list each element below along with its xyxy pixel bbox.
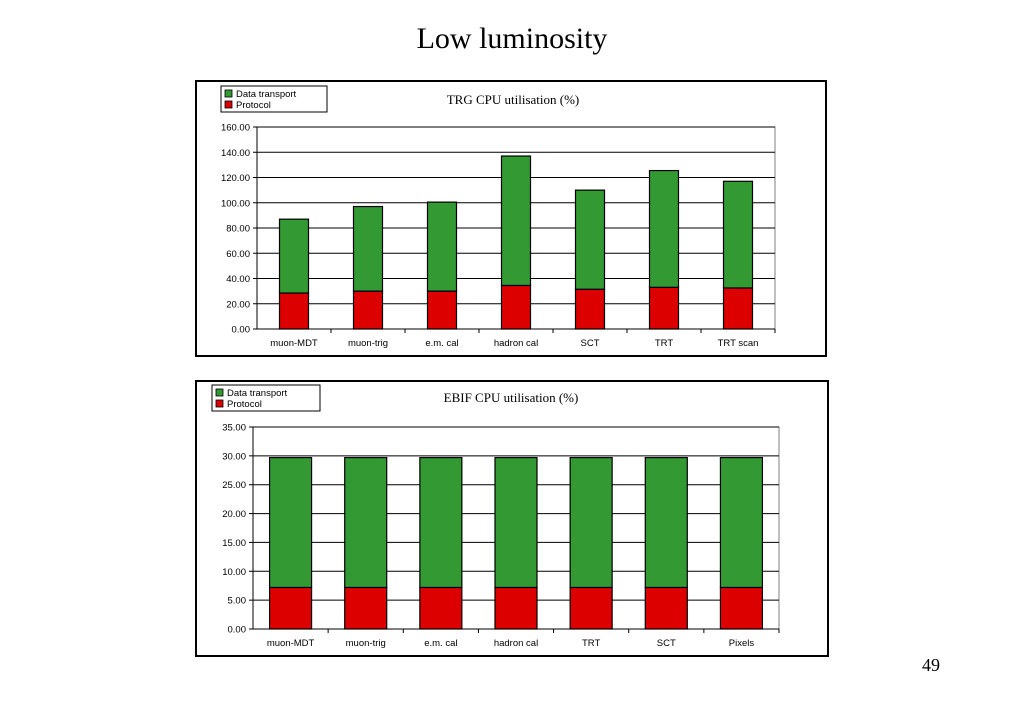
x-tick-label: hadron cal [494, 638, 538, 649]
y-tick-label: 160.00 [221, 123, 250, 134]
y-tick-label: 15.00 [222, 538, 246, 549]
x-tick-label: TRT scan [718, 338, 759, 349]
trg-cpu-chart: TRG CPU utilisation (%) Data transportPro… [220, 85, 776, 349]
bar-protocol [719, 586, 764, 630]
legend-label: Data transport [227, 388, 288, 399]
bar-protocol [574, 288, 606, 330]
bar-data-transport [419, 456, 463, 589]
y-tick-label: 120.00 [221, 173, 250, 184]
x-tick-label: e.m. cal [425, 338, 458, 349]
chart-title: EBIF CPU utilisation (%) [444, 390, 579, 405]
legend-box [211, 384, 321, 412]
y-tick-label: 40.00 [226, 274, 250, 285]
y-tick-label: 0.00 [232, 325, 251, 336]
x-tick-label: muon-MDT [270, 338, 318, 349]
slide-title: Low luminosity [416, 22, 608, 55]
legend-label: Protocol [236, 100, 271, 111]
bar-data-transport [722, 180, 754, 289]
x-tick-label: muon-trig [348, 338, 388, 349]
x-tick-label: muon-trig [346, 638, 386, 649]
bar-protocol [268, 586, 313, 630]
legend-swatch [215, 399, 224, 408]
bar-protocol [494, 586, 538, 630]
bar-data-transport [644, 456, 688, 589]
bar-protocol [419, 586, 463, 630]
bar-protocol [352, 290, 384, 330]
y-tick-label: 25.00 [222, 480, 246, 491]
bar-protocol [722, 287, 754, 330]
legend-label: Protocol [227, 399, 262, 410]
bar-data-transport [500, 155, 532, 287]
ebif-chart-frame: EBIF CPU utilisation (%) Data transport Pr… [195, 380, 829, 657]
x-tick-label: muon-MDT [267, 638, 315, 649]
bar-data-transport [574, 189, 606, 290]
y-tick-label: 0.00 [228, 625, 247, 636]
y-tick-label: 20.00 [226, 299, 250, 310]
bar-data-transport [426, 201, 458, 292]
y-tick-label: 60.00 [226, 249, 250, 260]
x-tick-label: TRT [655, 338, 673, 349]
bar-protocol [426, 290, 458, 330]
bar-data-transport [278, 218, 310, 294]
bar-protocol [278, 292, 310, 330]
bar-data-transport [648, 169, 680, 288]
legend-swatch [224, 100, 233, 109]
legend-label: Data transport [236, 89, 297, 100]
y-tick-label: 100.00 [221, 198, 250, 209]
chart-title: TRG CPU utilisation (%) [447, 92, 580, 107]
trg-chart-frame: TRG CPU utilisation (%) Data transport Pro… [195, 80, 827, 357]
page-number: 49 [922, 655, 940, 675]
y-tick-label: 140.00 [221, 148, 250, 159]
y-tick-label: 35.00 [222, 423, 246, 434]
bar-protocol [500, 284, 532, 330]
x-tick-label: SCT [581, 338, 600, 349]
x-tick-label: hadron cal [494, 338, 538, 349]
legend-swatch [215, 388, 224, 397]
bar-data-transport [719, 456, 764, 589]
bar-protocol [648, 286, 680, 330]
x-tick-label: Pixels [729, 638, 755, 649]
y-tick-label: 10.00 [222, 567, 246, 578]
bar-data-transport [268, 456, 313, 589]
x-tick-label: e.m. cal [424, 638, 457, 649]
bar-protocol [569, 586, 613, 630]
bar-protocol [644, 586, 688, 630]
y-tick-label: 20.00 [222, 509, 246, 520]
ebif-cpu-chart: EBIF CPU utilisation (%) Data transportPr… [211, 384, 780, 649]
legend-box [220, 85, 328, 113]
bar-protocol [344, 586, 388, 630]
bar-data-transport [344, 456, 388, 589]
x-tick-label: TRT [582, 638, 600, 649]
y-tick-label: 30.00 [222, 451, 246, 462]
bar-data-transport [494, 456, 538, 589]
bar-data-transport [569, 456, 613, 589]
bar-data-transport [352, 205, 384, 292]
y-tick-label: 80.00 [226, 224, 250, 235]
legend-swatch [224, 89, 233, 98]
x-tick-label: SCT [657, 638, 676, 649]
y-tick-label: 5.00 [228, 596, 247, 607]
